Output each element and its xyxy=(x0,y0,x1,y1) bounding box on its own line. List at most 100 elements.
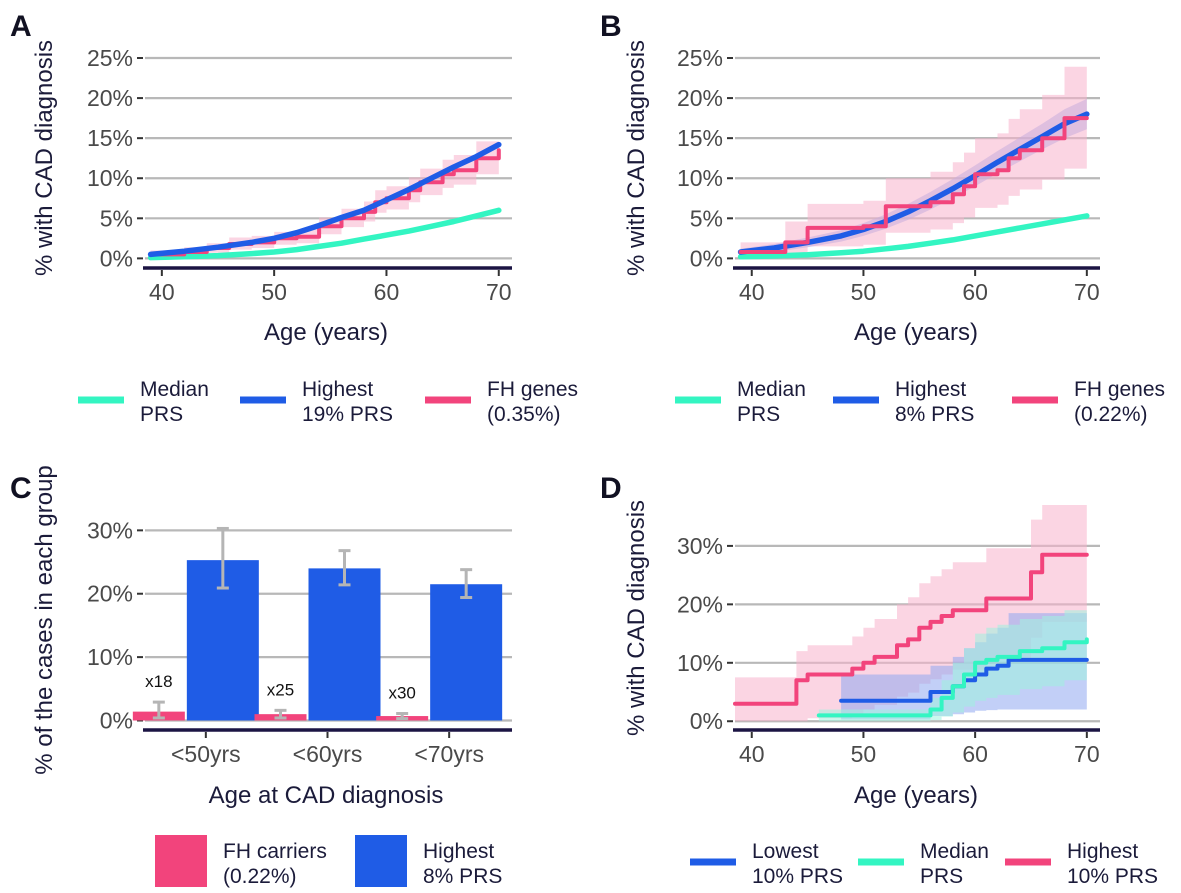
panel-b-y-tick-label: 10% xyxy=(677,165,723,191)
panel-b-y-tick-label: 20% xyxy=(677,85,723,111)
panel-c-y-tick-label: 10% xyxy=(87,644,133,670)
panel-a-x-tick-label: 70 xyxy=(486,279,512,305)
panel-b-x-tick-label: 40 xyxy=(739,279,765,305)
panel-b-series-0-line xyxy=(737,213,1090,260)
panel-d: D % with CAD diagnosis Age (years) 0% 10%… xyxy=(600,472,1158,888)
panel-c-legend-swatch xyxy=(155,835,207,887)
panel-d-x-tick-label: 40 xyxy=(739,741,765,767)
panel-b-legend-label: (0.22%) xyxy=(1074,403,1148,426)
panel-d-legend-label: 10% PRS xyxy=(1067,865,1158,888)
panel-c-y-axis-title: % of the cases in each group xyxy=(31,465,58,775)
panel-b-x-tick-label: 70 xyxy=(1074,279,1100,305)
panel-b-legend-label: 8% PRS xyxy=(895,403,974,426)
panel-d-series-2-ci-band xyxy=(818,607,1087,722)
panel-c-x-tick-label: <60yrs xyxy=(293,741,363,767)
panel-a-y-tick-label: 20% xyxy=(87,85,133,111)
panel-a-series-1-ci-band xyxy=(150,132,499,258)
panel-d-x-tick-label: 70 xyxy=(1074,741,1100,767)
panel-c-legend-swatch xyxy=(355,835,407,887)
panel-b-legend-label: Highest xyxy=(895,378,966,401)
panel-b-legend-label: FH genes xyxy=(1074,378,1165,401)
panel-d-letter: D xyxy=(600,472,622,505)
panel-c-ratio-annotation: x25 xyxy=(267,680,294,699)
panel-a-legend-label: 19% PRS xyxy=(302,403,393,426)
panel-c-y-tick-label: 30% xyxy=(87,517,133,543)
panel-b-series-2-line xyxy=(738,116,1089,254)
panel-d-plot-area: 0% 10% 20% 30% 40 50 60 70 xyxy=(677,505,1100,767)
panel-d-series-2-line xyxy=(816,637,1089,718)
panel-d-x-tick-label: 50 xyxy=(851,741,877,767)
panel-b-y-tick-label: 15% xyxy=(677,125,723,151)
panel-a-series-2-line xyxy=(147,141,502,258)
panel-d-legend-label: Highest xyxy=(1067,840,1138,863)
panel-b: B % with CAD diagnosis Age (years) 0% 5% 1… xyxy=(600,10,1165,426)
panel-c-letter: C xyxy=(10,472,32,505)
panel-c-bar xyxy=(308,568,381,721)
panel-a-series-0-line xyxy=(147,207,502,261)
panel-d-series-0-line xyxy=(733,552,1089,706)
panel-d-x-tick-label: 60 xyxy=(962,741,988,767)
panel-b-plot-area: 0% 5% 10% 15% 20% 25% 40 50 60 70 xyxy=(677,45,1100,305)
panel-c-x-tick-label: <50yrs xyxy=(171,741,241,767)
panel-b-y-tick-label: 5% xyxy=(690,205,723,231)
panel-b-x-axis-title: Age (years) xyxy=(854,319,978,346)
panel-c-y-tick-label: 20% xyxy=(87,581,133,607)
panel-a-legend-label: Median xyxy=(140,378,209,401)
panel-b-letter: B xyxy=(600,10,622,43)
panel-a-y-tick-label: 15% xyxy=(87,125,133,151)
panel-b-y-tick-label: 25% xyxy=(677,45,723,71)
panel-a-legend-label: Highest xyxy=(302,378,373,401)
panel-c-legend-label: FH carriers xyxy=(223,840,327,863)
panel-b-x-tick-label: 50 xyxy=(851,279,877,305)
panel-a-legend-label: PRS xyxy=(140,403,183,426)
panel-a-y-axis-title: % with CAD diagnosis xyxy=(31,40,58,276)
panel-a: A % with CAD diagnosis Age (years) 0% 5% 1… xyxy=(10,10,578,426)
panel-a-legend-label: (0.35%) xyxy=(487,403,561,426)
panel-d-series-1-line xyxy=(839,657,1089,703)
panel-c-y-tick-label: 0% xyxy=(100,707,133,733)
panel-c-ratio-annotation: x30 xyxy=(388,684,415,703)
panel-c-ratio-annotation: x18 xyxy=(145,672,172,691)
panel-d-legend-label: Median xyxy=(920,840,989,863)
panel-a-legend-label: FH genes xyxy=(487,378,578,401)
panel-d-legend-label: PRS xyxy=(920,865,963,888)
panel-a-y-tick-label: 10% xyxy=(87,165,133,191)
panel-b-y-tick-label: 0% xyxy=(690,245,723,271)
panel-d-series-0-ci-band xyxy=(735,505,1087,722)
panel-a-y-tick-label: 0% xyxy=(100,245,133,271)
panel-a-plot-area: 0% 5% 10% 15% 20% 25% 40 50 60 70 xyxy=(87,45,512,305)
panel-c-legend-label: Highest xyxy=(423,840,494,863)
panel-d-y-tick-label: 20% xyxy=(677,591,723,617)
panel-d-y-tick-label: 30% xyxy=(677,533,723,559)
panel-b-legend-label: PRS xyxy=(737,403,780,426)
panel-d-x-axis-title: Age (years) xyxy=(854,782,978,809)
panel-d-y-axis-title: % with CAD diagnosis xyxy=(623,500,650,736)
panel-d-legend-label: 10% PRS xyxy=(752,865,843,888)
panel-b-series-2-ci-band xyxy=(740,66,1087,259)
panel-a-x-tick-label: 40 xyxy=(149,279,175,305)
panel-c-x-tick-label: <70yrs xyxy=(414,741,484,767)
panel-c-legend-label: 8% PRS xyxy=(423,865,502,888)
panel-a-y-tick-label: 5% xyxy=(100,205,133,231)
panel-c: C % of the cases in each group Age at CA… xyxy=(10,465,512,888)
panel-a-letter: A xyxy=(10,10,32,43)
panel-d-y-tick-label: 10% xyxy=(677,650,723,676)
panel-d-legend-label: Lowest xyxy=(752,840,819,863)
panel-b-x-tick-label: 60 xyxy=(962,279,988,305)
panel-b-y-axis-title: % with CAD diagnosis xyxy=(623,40,650,276)
panel-c-x-axis-title: Age at CAD diagnosis xyxy=(209,782,444,809)
panel-a-x-tick-label: 60 xyxy=(374,279,400,305)
panel-b-legend-label: Median xyxy=(737,378,806,401)
panel-c-legend-label: (0.22%) xyxy=(223,865,297,888)
panel-c-plot-area: 0% 10% 20% 30% <50yrs x18 <60yrs x25 <70yrs x30 xyxy=(87,517,512,767)
panel-d-y-tick-label: 0% xyxy=(690,708,723,734)
panel-a-x-axis-title: Age (years) xyxy=(264,319,388,346)
panel-c-bar xyxy=(430,584,503,721)
panel-a-y-tick-label: 25% xyxy=(87,45,133,71)
panel-a-x-tick-label: 50 xyxy=(261,279,287,305)
